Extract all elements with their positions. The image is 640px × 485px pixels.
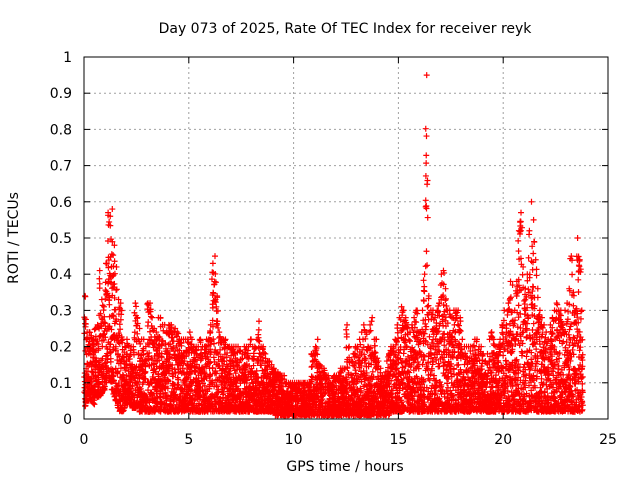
data-point	[100, 302, 106, 308]
data-point	[149, 315, 155, 321]
data-point	[187, 329, 193, 335]
data-point	[144, 301, 150, 307]
data-point	[423, 197, 429, 203]
data-point	[444, 303, 450, 309]
data-point	[118, 317, 124, 323]
data-point	[97, 268, 103, 274]
data-point	[423, 248, 429, 254]
data-point	[421, 277, 427, 283]
data-point	[361, 322, 367, 328]
data-point	[145, 319, 151, 325]
data-point	[87, 329, 93, 335]
data-point	[423, 152, 429, 158]
data-point	[369, 315, 375, 321]
data-points	[81, 72, 586, 418]
data-point	[421, 288, 427, 294]
data-point	[423, 126, 429, 132]
data-point	[109, 251, 115, 257]
data-point	[255, 337, 261, 343]
data-point	[82, 403, 88, 409]
data-point	[215, 325, 221, 331]
data-point	[424, 72, 430, 78]
data-point	[117, 326, 123, 332]
data-point	[132, 300, 138, 306]
data-point	[407, 338, 413, 344]
chart-title: Day 073 of 2025, Rate Of TEC Index for r…	[159, 21, 533, 37]
data-point	[424, 262, 430, 268]
data-point	[367, 322, 373, 328]
data-point	[212, 253, 218, 259]
data-point	[309, 364, 315, 370]
data-point	[420, 307, 426, 313]
data-point	[344, 331, 350, 337]
data-point	[422, 271, 428, 277]
data-point	[96, 276, 102, 282]
data-point	[459, 336, 465, 342]
data-point	[133, 303, 139, 309]
data-point	[369, 318, 375, 324]
data-point	[101, 307, 107, 313]
data-point	[423, 324, 429, 330]
data-point	[424, 181, 430, 187]
data-point	[344, 322, 350, 328]
data-point	[131, 310, 137, 316]
data-point	[210, 260, 216, 266]
data-point	[315, 336, 321, 342]
data-point	[425, 215, 431, 221]
data-point	[113, 264, 119, 270]
data-point	[102, 296, 108, 302]
data-point	[423, 263, 429, 269]
data-point	[256, 318, 262, 324]
data-point	[112, 258, 118, 264]
data-point	[424, 304, 430, 310]
data-point	[106, 219, 112, 225]
data-point	[423, 133, 429, 139]
data-point	[82, 294, 88, 300]
data-point	[109, 206, 115, 212]
data-point	[106, 302, 112, 308]
data-point	[216, 329, 222, 335]
data-point	[214, 308, 220, 314]
data-point	[421, 388, 427, 394]
data-point	[82, 321, 88, 327]
